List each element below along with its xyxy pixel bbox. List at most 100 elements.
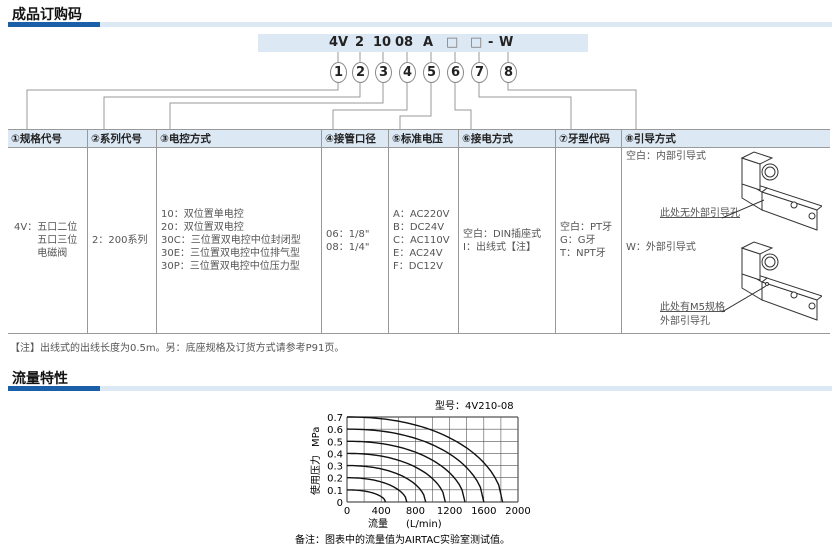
spec-line: 五口三位: [37, 235, 78, 246]
code-circle-4: 4: [399, 62, 416, 83]
code-circle-2: 2: [352, 62, 369, 83]
voltage-line: A：AC220V: [393, 209, 450, 220]
flow-curve-0.5: [347, 440, 466, 503]
spec-line: 电磁阀: [37, 248, 68, 259]
cell-voltage: A：AC220V B：DC24V C：AC110V E：AC24V F：DC12…: [388, 147, 459, 334]
code-circle-7: 7: [471, 62, 488, 83]
pilot-external-callout: 外部引导孔: [660, 316, 710, 327]
x-tick-label: 400: [372, 506, 391, 517]
valve-external-pilot-icon: [722, 241, 822, 321]
code-part: □: [470, 35, 483, 50]
y-tick-label: 0.6: [327, 425, 343, 436]
voltage-line: B：DC24V: [393, 222, 445, 233]
cell-series: 2：200系列: [87, 147, 157, 334]
code-part: A: [423, 35, 434, 50]
x-label: 流量: [368, 517, 388, 530]
y-label: 使用压力: [309, 455, 322, 495]
header-control: ③电控方式: [156, 129, 322, 148]
header-spec: ①规格代号: [8, 129, 88, 148]
x-tick-label: 0: [344, 506, 350, 517]
y-tick-label: 0.4: [327, 449, 343, 460]
cell-wiring: 空白：DIN插座式 I：出线式【注】: [458, 147, 556, 334]
header-port: ④接管口径: [321, 129, 389, 148]
chart-footnote: 备注：图表中的流量值为AIRTAC实验室测试值。: [295, 533, 510, 546]
y-tick-label: 0.1: [327, 486, 343, 497]
y-tick-label: 0.3: [327, 462, 343, 473]
pilot-external: W：外部引导式: [626, 242, 696, 253]
connector-lines: [26, 52, 637, 129]
pilot-internal: 空白：内部引导式: [626, 151, 706, 162]
section-divider: [8, 22, 832, 27]
header-voltage: ⑤标准电压: [388, 129, 459, 148]
valve-internal-pilot-icon: [722, 151, 822, 231]
control-line: 30C：三位置双电控中位封闭型: [161, 235, 301, 246]
y-tick-label: 0.2: [327, 474, 343, 485]
code-circle-8: 8: [500, 62, 517, 83]
header-thread: ⑦牙型代码: [555, 129, 622, 148]
flow-curve-0.1: [347, 489, 387, 503]
code-part: 2: [355, 35, 365, 50]
section-divider: [8, 386, 832, 391]
port-line: 06：1/8": [326, 228, 370, 240]
order-code-title: 成品订购码: [12, 7, 82, 23]
x-unit: (L/min): [406, 519, 442, 530]
code-part: -: [488, 35, 494, 50]
spec-prefix: 4V：: [14, 222, 38, 233]
code-part: 4V: [329, 35, 349, 50]
footnote: 【注】出线式的出线长度为0.5m。另：底座规格及订货方式请参考P91页。: [10, 343, 345, 354]
code-circle-5: 5: [423, 62, 440, 83]
y-tick-label: 0.5: [327, 437, 343, 448]
voltage-line: C：AC110V: [393, 235, 450, 246]
code-circle-6: 6: [447, 62, 464, 83]
header-wiring: ⑥接电方式: [458, 129, 556, 148]
code-part: 10: [373, 35, 392, 50]
series-line: 2：200系列: [92, 235, 148, 246]
cell-port: 06：1/8" 08：1/4": [321, 147, 389, 334]
x-tick-label: 800: [406, 506, 425, 517]
thread-line: 空白：PT牙: [560, 222, 613, 233]
control-line: 10：双位置单电控: [161, 209, 244, 220]
header-pilot: ⑧引导方式: [621, 129, 830, 148]
control-line: 20：双位置双电控: [161, 222, 244, 233]
code-circle-1: 1: [330, 62, 347, 83]
y-tick-label: 0: [337, 498, 343, 509]
y-unit: MPa: [311, 427, 322, 447]
pilot-internal-callout: 此处无外部引导孔: [660, 208, 740, 219]
chart-title: 型号：4V210-08: [435, 399, 514, 412]
flow-title: 流量特性: [12, 371, 68, 387]
port-line: 08：1/4": [326, 241, 370, 253]
cell-thread: 空白：PT牙 G：G牙 T：NPT牙: [555, 147, 622, 334]
order-code-table: ①规格代号 ②系列代号 ③电控方式 ④接管口径 ⑤标准电压 ⑥接电方式 ⑦牙型代…: [8, 129, 830, 334]
cell-pilot: 空白：内部引导式 此处无外部引导孔 W：外部引导式 此处有M5规格 外部引导孔: [621, 147, 830, 334]
header-series: ②系列代号: [87, 129, 157, 148]
voltage-line: F：DC12V: [393, 261, 443, 272]
control-line: 30P：三位置双电控中位压力型: [161, 261, 300, 272]
flow-curve-0.2: [347, 477, 408, 503]
flow-curve-0.4: [347, 452, 446, 503]
flow-chart: 型号：4V210-08 00.10.20.3 0.40.50.60.7 0 400 80…: [295, 399, 531, 546]
chart-curves: [346, 416, 504, 503]
code-part: 08: [395, 35, 414, 50]
flow-curve-0.7: [347, 416, 504, 503]
flow-curve-0.6: [346, 428, 485, 503]
cell-spec: 4V： 五口二位五口三位电磁阀: [8, 147, 88, 334]
thread-line: G：G牙: [560, 235, 596, 246]
y-tick-label: 0.7: [327, 413, 343, 424]
voltage-line: E：AC24V: [393, 248, 443, 259]
chart-grid: [346, 416, 519, 503]
spec-line: 五口二位: [37, 222, 78, 233]
flow-curve-0.3: [347, 464, 427, 503]
code-part: □: [446, 35, 459, 50]
wiring-line: I：出线式【注】: [463, 241, 536, 253]
x-tick-label: 2000: [505, 506, 530, 517]
x-tick-label: 1600: [471, 506, 496, 517]
x-tick-label: 1200: [437, 506, 462, 517]
order-code-bar: 4V 2 10 08 A □ □ - W: [258, 34, 588, 52]
wiring-line: 空白：DIN插座式: [463, 228, 542, 240]
pilot-external-callout: 此处有M5规格: [660, 302, 725, 313]
code-circle-3: 3: [375, 62, 392, 83]
code-part: W: [499, 35, 514, 50]
cell-control: 10：双位置单电控 20：双位置双电控 30C：三位置双电控中位封闭型 30E：…: [156, 147, 322, 334]
thread-line: T：NPT牙: [560, 248, 606, 259]
control-line: 30E：三位置双电控中位排气型: [161, 248, 301, 259]
